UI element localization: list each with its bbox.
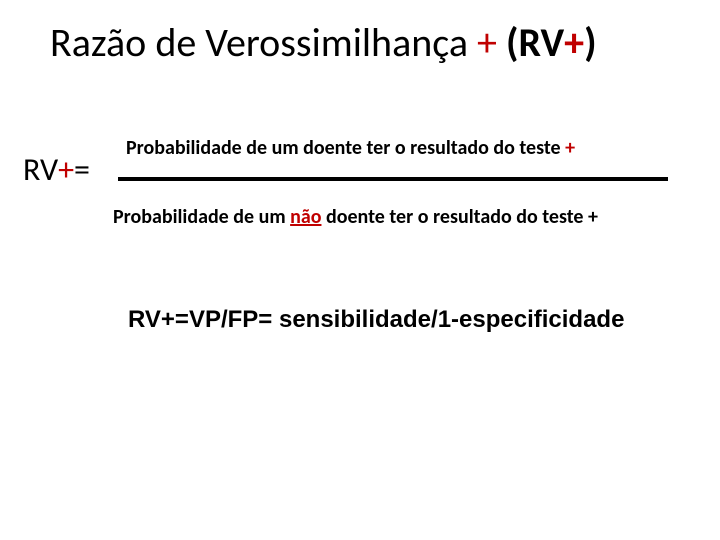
label-eq: =: [74, 150, 90, 189]
label-plus: +: [58, 150, 74, 189]
title-paren-open: (RV: [497, 18, 564, 67]
label-rv: RV: [23, 150, 58, 189]
slide: Razão de Verossimilhança + (RV+) RV+= Pr…: [0, 0, 720, 540]
slide-title: Razão de Verossimilhança + (RV+): [50, 18, 690, 67]
title-paren-plus: +: [564, 18, 584, 67]
numerator-text: Probabilidade de um doente ter o resulta…: [126, 136, 565, 160]
fraction-line: [118, 177, 668, 181]
ratio-label: RV+=: [23, 150, 90, 189]
denominator-before: Probabilidade de um: [113, 205, 290, 229]
title-prefix: Razão de Verossimilhança: [50, 18, 477, 67]
fraction-denominator: Probabilidade de um não doente ter o res…: [113, 205, 598, 229]
title-paren-close: ): [584, 18, 596, 67]
fraction-numerator: Probabilidade de um doente ter o resulta…: [126, 136, 575, 160]
numerator-plus: +: [565, 136, 575, 160]
title-plus: +: [477, 18, 497, 67]
formula-line: RV+=VP/FP= sensibilidade/1-especificidad…: [128, 306, 624, 334]
denominator-after: doente ter o resultado do teste +: [321, 205, 598, 229]
denominator-nao: não: [290, 205, 321, 229]
formula-text: RV+=VP/FP= sensibilidade/1-especificidad…: [128, 306, 624, 333]
